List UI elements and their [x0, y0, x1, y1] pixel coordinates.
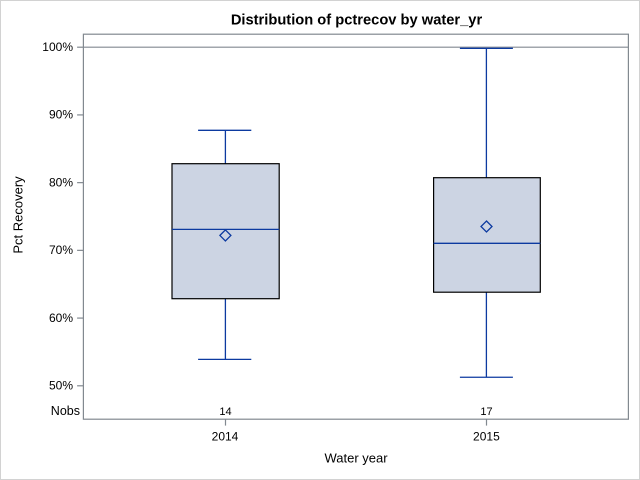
svg-text:Pct Recovery: Pct Recovery	[11, 176, 26, 254]
svg-text:17: 17	[480, 406, 492, 418]
svg-text:90%: 90%	[49, 108, 73, 122]
svg-text:2015: 2015	[473, 429, 500, 443]
svg-text:Distribution of pctrecov by wa: Distribution of pctrecov by water_yr	[231, 13, 483, 29]
svg-text:80%: 80%	[49, 175, 73, 189]
svg-text:Water year: Water year	[324, 451, 388, 466]
svg-text:2014: 2014	[212, 429, 239, 443]
svg-text:60%: 60%	[49, 311, 73, 325]
svg-text:100%: 100%	[42, 40, 73, 54]
svg-text:14: 14	[219, 406, 231, 418]
svg-text:Nobs: Nobs	[51, 404, 80, 418]
svg-text:70%: 70%	[49, 243, 73, 257]
svg-text:50%: 50%	[49, 379, 73, 393]
